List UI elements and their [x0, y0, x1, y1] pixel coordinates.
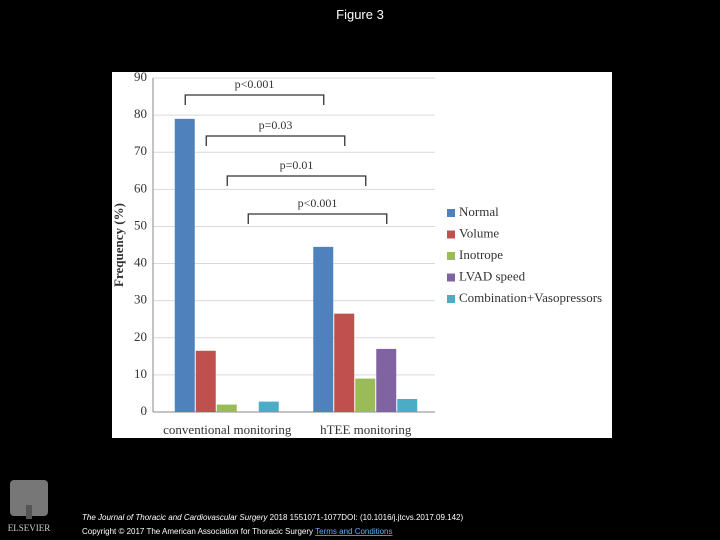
bar	[355, 378, 376, 412]
bar	[195, 350, 216, 412]
y-tick-label: 80	[134, 106, 147, 121]
bar	[376, 348, 397, 412]
legend-label: Combination+Vasopressors	[459, 290, 602, 305]
chart: 0 10 20 30 40 50 60 70 80 90 Frequency (%) conventi…	[111, 69, 612, 438]
page-title: Figure 3	[336, 7, 384, 22]
annotation: p<0.001	[298, 196, 338, 210]
bar	[216, 404, 237, 412]
logo-text: ELSEVIER	[8, 523, 51, 533]
significance-bracket	[247, 213, 388, 224]
legend-swatch	[447, 252, 455, 260]
significance-bracket	[184, 94, 325, 105]
annotation: p<0.001	[235, 77, 275, 91]
y-tick-label: 20	[134, 329, 147, 344]
bar	[174, 118, 195, 413]
footer-citation: The Journal of Thoracic and Cardiovascul…	[82, 513, 463, 522]
logo: ELSEVIER	[8, 480, 51, 533]
bar	[334, 313, 355, 412]
x-tick-label: conventional monitoring	[163, 422, 292, 437]
y-tick-label: 30	[134, 292, 147, 307]
legend-label: Inotrope	[459, 247, 503, 262]
legend-swatch	[447, 209, 455, 217]
citation: 2018 1551071-1077DOI: (10.1016/j.jtcvs.2…	[270, 513, 464, 522]
legend-label: Volume	[459, 225, 499, 240]
bar	[313, 246, 334, 412]
annotation: p=0.03	[259, 118, 293, 132]
bar	[397, 399, 418, 412]
legend-swatch	[447, 295, 455, 303]
legend-label: Normal	[459, 204, 499, 219]
significance-bracket	[226, 175, 367, 186]
bar	[258, 401, 279, 412]
copyright: Copyright © 2017 The American Associatio…	[82, 527, 313, 536]
significance-bracket	[205, 135, 346, 146]
x-tick-label: hTEE monitoring	[320, 422, 412, 437]
y-tick-label: 50	[134, 217, 147, 232]
legend-swatch	[447, 230, 455, 239]
y-tick-label: 60	[134, 180, 147, 195]
terms-link[interactable]: Terms and Conditions	[315, 527, 392, 536]
y-tick-label: 10	[134, 366, 147, 381]
y-tick-label: 70	[134, 143, 147, 158]
legend-label: LVAD speed	[459, 268, 526, 283]
y-tick-label: 40	[134, 255, 147, 270]
annotation: p=0.01	[280, 158, 314, 172]
y-tick-label: 0	[141, 403, 148, 418]
legend-swatch	[447, 273, 455, 282]
journal: The Journal of Thoracic and Cardiovascul…	[82, 513, 268, 522]
footer-copyright: Copyright © 2017 The American Associatio…	[82, 527, 393, 536]
y-tick-label: 90	[134, 69, 147, 84]
chart-background	[112, 72, 612, 438]
y-axis-title: Frequency (%)	[111, 203, 126, 287]
